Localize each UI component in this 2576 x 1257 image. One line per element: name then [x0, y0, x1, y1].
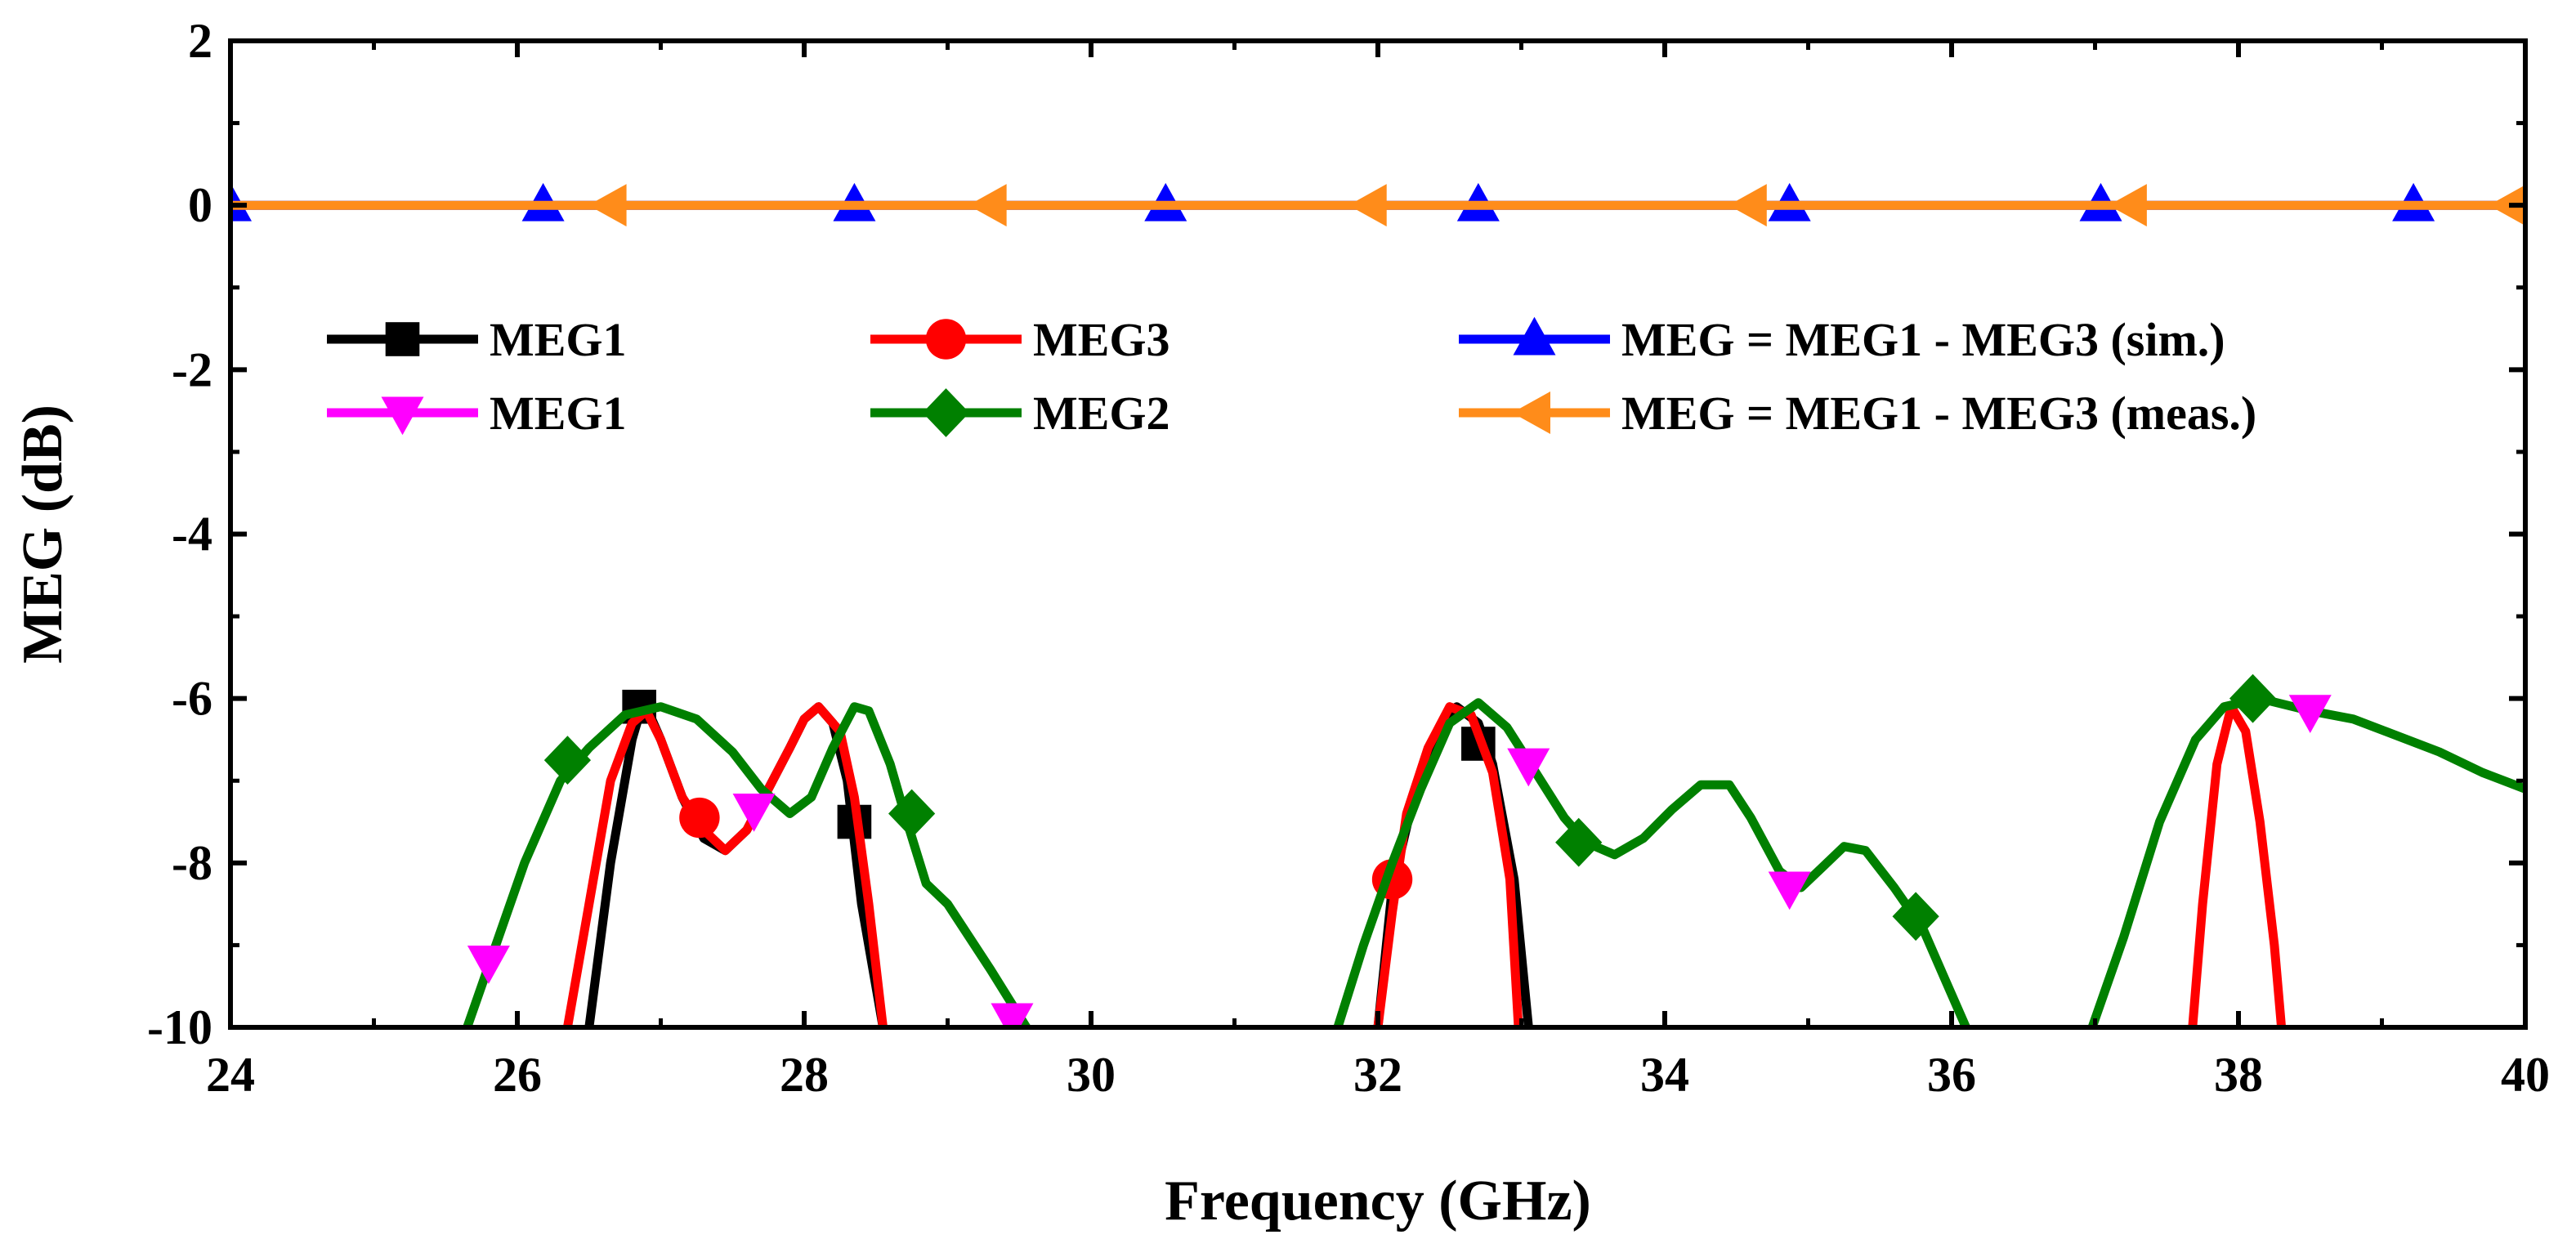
x-tick-label-4: 32 — [1353, 1048, 1402, 1102]
x-tick-label-7: 38 — [2214, 1048, 2263, 1102]
legend-item-1: MEG1 — [327, 313, 627, 366]
y-tick-label-1: 0 — [188, 178, 212, 232]
series-6-marker-6 — [2489, 185, 2525, 226]
y-tick-label-6: -10 — [147, 1000, 212, 1054]
series-6-marker-5 — [2109, 184, 2147, 227]
legend-item-5: MEG2 — [870, 387, 1170, 440]
series-2-line-1 — [562, 702, 888, 1027]
legend-marker-5 — [922, 388, 970, 437]
series-4 — [467, 695, 2332, 1027]
series-6 — [230, 184, 2525, 227]
legend-label-4: MEG1 — [490, 387, 627, 440]
series-4-marker-5 — [1768, 871, 1811, 910]
legend-label-3: MEG = MEG1 - MEG3 (sim.) — [1621, 313, 2225, 366]
series-6-marker-3 — [1348, 184, 1387, 227]
series-5-marker-5 — [2229, 673, 2277, 723]
y-axis-title: MEG (dB) — [11, 405, 74, 664]
y-tick-label-4: -6 — [172, 672, 212, 726]
series-2-line-3 — [2188, 702, 2287, 1027]
x-tick-label-8: 40 — [2501, 1048, 2550, 1102]
series-5-line-3 — [2087, 694, 2525, 1027]
series-5 — [463, 673, 2525, 1027]
series-4-marker-1 — [467, 946, 510, 984]
legend-marker-2 — [925, 319, 967, 360]
y-tick-label-0: 2 — [188, 14, 212, 68]
x-tick-label-6: 36 — [1927, 1048, 1976, 1102]
legend-marker-3 — [1513, 316, 1556, 356]
legend-item-6: MEG = MEG1 - MEG3 (meas.) — [1459, 387, 2256, 440]
series-5-marker-1 — [543, 736, 592, 785]
y-tick-label-5: -8 — [172, 836, 212, 890]
series-6-marker-4 — [1729, 184, 1767, 227]
series-5-marker-2 — [888, 789, 936, 839]
x-tick-label-0: 24 — [206, 1048, 255, 1102]
legend-item-4: MEG1 — [327, 387, 627, 440]
series-5-marker-4 — [1892, 892, 1939, 942]
x-tick-label-1: 26 — [493, 1048, 542, 1102]
series-4-marker-4 — [1507, 748, 1550, 787]
series-5-line-2 — [1333, 698, 1971, 1027]
x-tick-label-5: 34 — [1640, 1048, 1689, 1102]
x-tick-label-2: 28 — [780, 1048, 829, 1102]
legend-marker-6 — [1512, 391, 1550, 434]
series-4-marker-3 — [991, 1003, 1034, 1027]
legend-marker-4 — [381, 396, 424, 436]
x-tick-label-3: 30 — [1067, 1048, 1116, 1102]
series-6-marker-1 — [588, 184, 627, 227]
legend-label-6: MEG = MEG1 - MEG3 (meas.) — [1621, 387, 2256, 440]
legend-marker-1 — [385, 322, 420, 356]
legend-item-3: MEG = MEG1 - MEG3 (sim.) — [1459, 313, 2225, 366]
y-tick-label-2: -2 — [172, 342, 212, 396]
x-axis-title: Frequency (GHz) — [1165, 1170, 1591, 1232]
series-layer — [230, 182, 2525, 1027]
series-6-marker-2 — [968, 184, 1007, 227]
series-2 — [562, 702, 2287, 1027]
series-4-marker-6 — [2288, 695, 2332, 734]
ticks-layer: 24 26 28 30 32 34 36 38 40 2 0 -2 -4 -6 -8 -10 — [147, 14, 2550, 1102]
legend: MEG1 MEG3 MEG = MEG1 - MEG3 (sim.) MEG1 MEG2… — [327, 313, 2256, 440]
legend-item-2: MEG3 — [870, 313, 1170, 366]
series-4-marker-2 — [732, 793, 776, 832]
series-5-marker-3 — [1555, 817, 1603, 867]
y-tick-label-3: -4 — [172, 508, 212, 561]
legend-label-5: MEG2 — [1033, 387, 1170, 440]
series-2-marker-1 — [679, 797, 720, 839]
legend-label-1: MEG1 — [490, 313, 627, 366]
legend-label-2: MEG3 — [1033, 313, 1170, 366]
